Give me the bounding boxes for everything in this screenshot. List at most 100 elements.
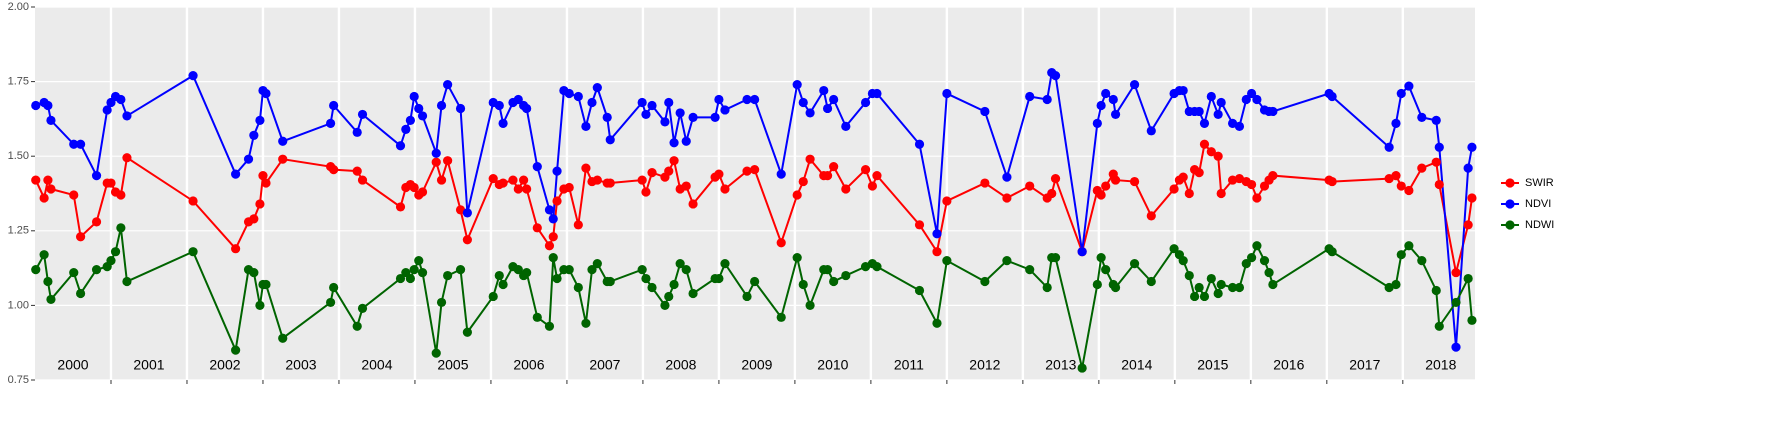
point xyxy=(664,166,674,176)
point xyxy=(841,184,851,194)
point xyxy=(249,267,259,278)
point xyxy=(637,264,647,275)
point xyxy=(592,259,602,269)
point xyxy=(581,163,591,173)
point xyxy=(822,103,833,114)
year-label: 2010 xyxy=(817,357,848,373)
point xyxy=(942,88,952,99)
point xyxy=(829,162,839,172)
point xyxy=(552,273,562,284)
point xyxy=(669,279,679,290)
point xyxy=(1047,188,1057,199)
point xyxy=(519,175,529,185)
point xyxy=(261,178,271,188)
point xyxy=(829,94,839,105)
point xyxy=(522,267,532,278)
point xyxy=(357,109,368,120)
point xyxy=(532,223,542,233)
point xyxy=(1246,179,1257,190)
point xyxy=(43,100,53,111)
point xyxy=(513,184,523,194)
year-label: 2003 xyxy=(285,357,316,373)
point xyxy=(249,130,259,140)
point xyxy=(1101,181,1111,191)
point xyxy=(720,259,730,269)
point xyxy=(548,253,558,263)
y-tick-label: 0.75 xyxy=(8,374,29,386)
year-label: 2015 xyxy=(1197,357,1228,373)
point xyxy=(660,117,670,127)
point xyxy=(602,112,612,123)
point xyxy=(1227,175,1238,185)
point xyxy=(261,88,271,99)
point xyxy=(592,82,602,93)
point xyxy=(1178,85,1188,96)
point xyxy=(91,170,102,181)
point xyxy=(106,256,116,266)
point xyxy=(231,244,241,254)
point xyxy=(255,199,265,209)
point xyxy=(417,187,428,197)
point xyxy=(488,173,498,184)
year-label: 2012 xyxy=(969,357,1000,373)
legend-label: SWIR xyxy=(1525,177,1554,189)
point xyxy=(1216,188,1226,199)
point xyxy=(605,178,615,188)
point xyxy=(395,202,406,212)
point xyxy=(414,103,424,114)
year-label: 2004 xyxy=(361,357,392,373)
point xyxy=(1169,244,1179,254)
point xyxy=(431,148,441,158)
point xyxy=(1194,168,1204,178)
point xyxy=(261,279,271,290)
point xyxy=(46,115,56,125)
point xyxy=(1108,94,1118,105)
point xyxy=(513,264,523,275)
point xyxy=(325,118,336,128)
point xyxy=(592,175,602,185)
point xyxy=(69,267,79,278)
point xyxy=(488,291,498,302)
year-label: 2008 xyxy=(665,357,696,373)
point xyxy=(325,297,336,308)
point xyxy=(1146,276,1156,287)
point xyxy=(872,88,882,99)
point xyxy=(1431,115,1441,125)
point xyxy=(573,91,583,102)
point xyxy=(552,166,562,176)
point xyxy=(352,127,362,137)
point xyxy=(443,79,453,90)
point xyxy=(258,170,268,181)
point xyxy=(1327,91,1337,102)
point xyxy=(1002,193,1012,203)
point xyxy=(1241,259,1251,269)
point xyxy=(352,321,362,331)
point xyxy=(1002,256,1012,266)
point xyxy=(1417,256,1427,266)
year-label: 2009 xyxy=(741,357,772,373)
point xyxy=(660,300,670,310)
point xyxy=(798,97,808,108)
point xyxy=(498,118,508,128)
point xyxy=(1391,170,1401,181)
year-label: 2016 xyxy=(1273,357,1304,373)
point xyxy=(776,238,786,248)
point xyxy=(1268,106,1278,117)
point xyxy=(188,247,198,257)
point xyxy=(664,97,674,108)
year-label: 2006 xyxy=(513,357,544,373)
point xyxy=(1025,264,1035,275)
point xyxy=(1025,181,1035,191)
point xyxy=(1417,163,1427,173)
point xyxy=(39,193,49,203)
point xyxy=(1463,220,1473,230)
point xyxy=(1216,279,1226,290)
point xyxy=(641,109,651,120)
point xyxy=(1101,264,1111,275)
y-tick-label: 1.75 xyxy=(8,76,29,88)
point xyxy=(1110,109,1121,120)
point xyxy=(1268,170,1278,181)
point xyxy=(532,312,542,322)
point xyxy=(91,217,102,227)
point xyxy=(401,124,411,134)
